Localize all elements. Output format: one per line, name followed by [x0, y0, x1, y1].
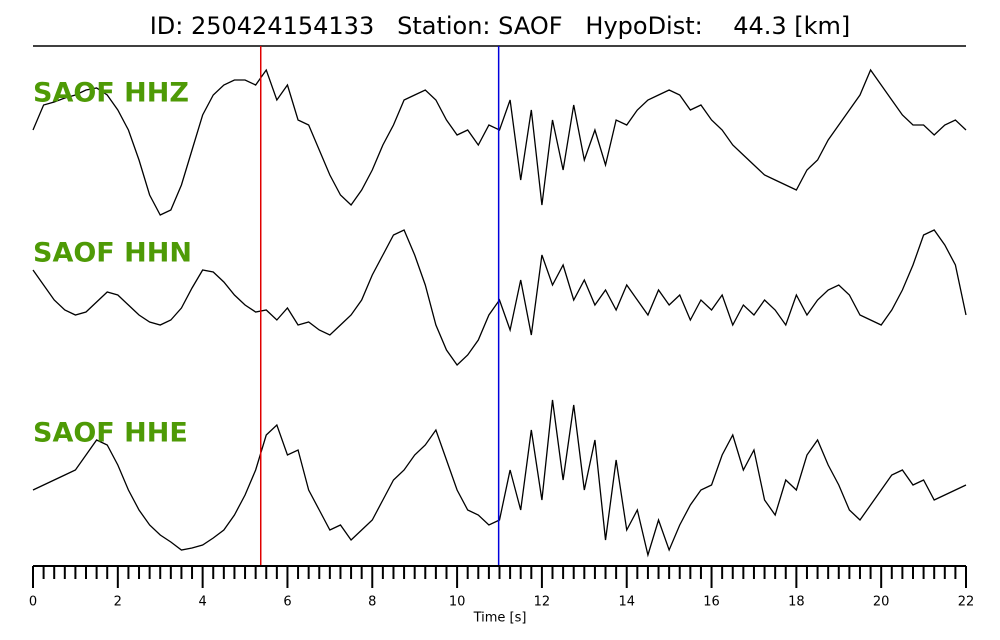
trace-label: SAOF HHZ [33, 78, 189, 109]
x-tick-label: 18 [788, 595, 805, 610]
waveform [32, 68, 967, 216]
x-tick-label: 8 [368, 595, 376, 610]
x-tick-label: 10 [449, 595, 466, 610]
x-tick-label: 22 [958, 595, 975, 610]
waveform [32, 229, 967, 366]
x-axis-label: Time [s] [473, 611, 527, 626]
x-tick-label: 14 [618, 595, 635, 610]
trace-label: SAOF HHN [33, 238, 192, 269]
x-tick-label: 2 [114, 595, 122, 610]
chart-title: ID: 250424154133 Station: SAOF HypoDist:… [150, 12, 851, 40]
waveform [32, 399, 967, 558]
trace-label: SAOF HHE [33, 418, 188, 449]
x-tick-label: 12 [534, 595, 551, 610]
x-tick-label: 20 [873, 595, 890, 610]
x-tick-label: 6 [283, 595, 291, 610]
x-tick-label: 0 [29, 595, 37, 610]
x-tick-label: 16 [703, 595, 720, 610]
x-tick-label: 4 [198, 595, 206, 610]
